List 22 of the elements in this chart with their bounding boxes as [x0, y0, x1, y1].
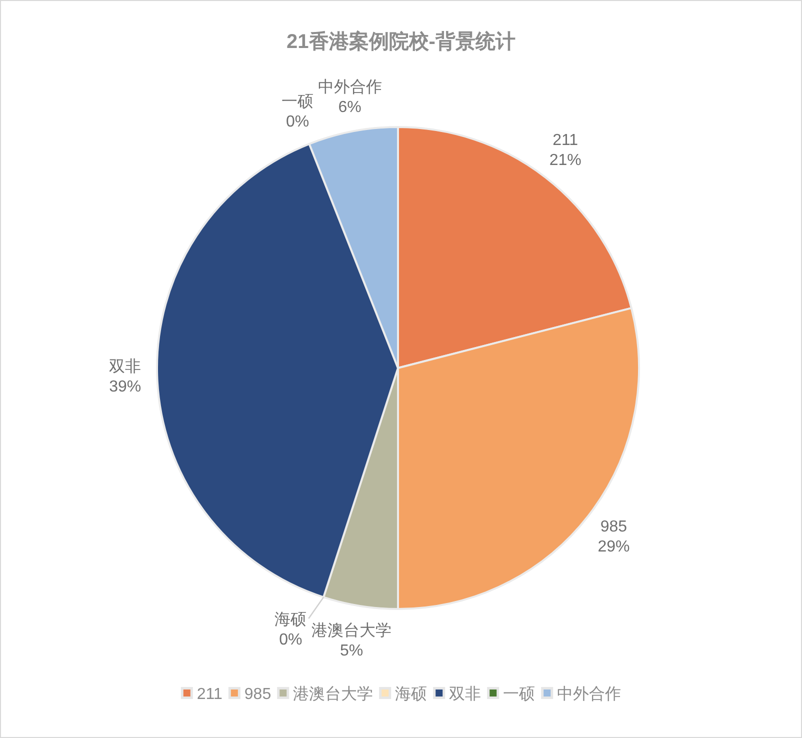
legend-label: 港澳台大学 [293, 685, 374, 703]
slice-label: 中外合作 [318, 78, 382, 96]
category-label: 海硕 [274, 612, 307, 629]
legend-label: 一硕 [503, 686, 536, 703]
chart-title: 21香港案例院校-背景统计 [286, 30, 516, 53]
slice-label: 双非 [109, 358, 142, 376]
data-label: 21% [549, 152, 582, 169]
legend-label: 211 [196, 686, 222, 703]
data-label: 6% [338, 98, 362, 116]
data-label: 39% [109, 378, 142, 396]
legend-label: 双非 [449, 685, 482, 703]
legend-label: 海硕 [395, 686, 428, 703]
category-label: 一硕 [282, 93, 314, 110]
slice-label: 985 [600, 518, 628, 536]
data-label: 5% [340, 642, 364, 660]
legend-label: 中外合作 [557, 685, 622, 703]
data-label: 29% [598, 538, 630, 556]
legend-label: 985 [244, 686, 272, 703]
slice-label: 211 [552, 132, 578, 149]
text: 0% [286, 113, 310, 130]
slice-label: 港澳台大学 [312, 622, 392, 640]
text: 0% [279, 632, 302, 649]
